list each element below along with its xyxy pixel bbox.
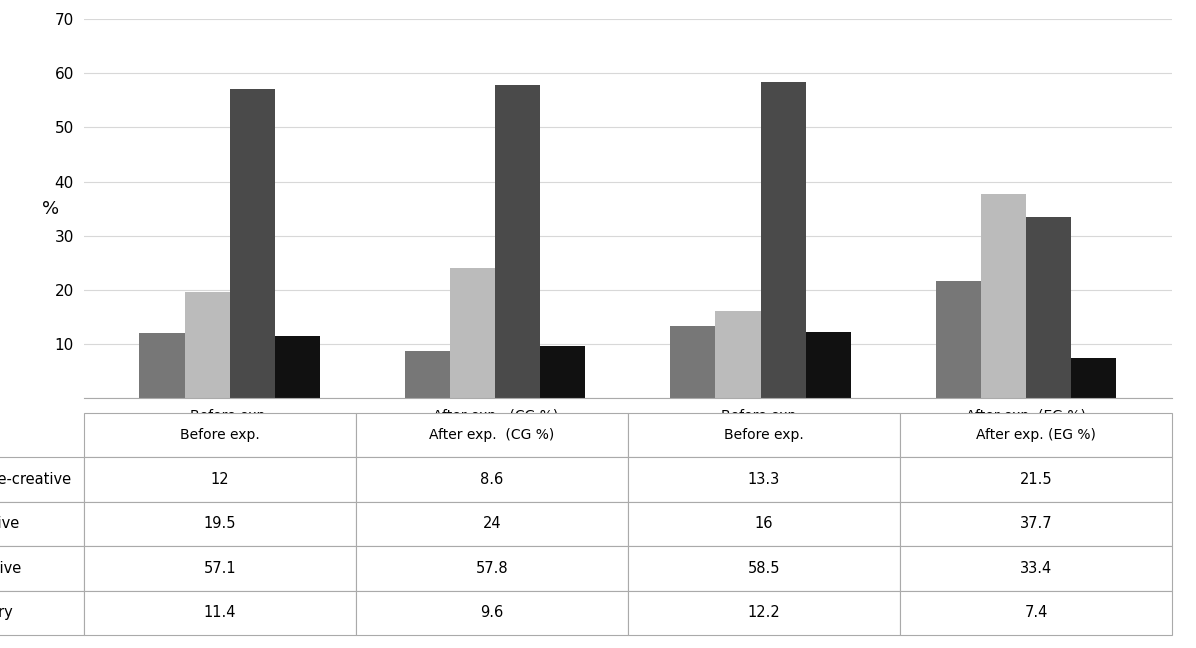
Bar [761, 82, 806, 398]
Bar [184, 292, 230, 398]
Bar [671, 326, 715, 398]
Bar [495, 86, 541, 398]
Bar [450, 268, 495, 398]
Bar [806, 332, 850, 398]
Bar [140, 333, 184, 398]
Bar [935, 281, 981, 398]
Bar [1026, 217, 1072, 398]
Bar [541, 346, 585, 398]
Bar [405, 351, 450, 398]
Bar [981, 194, 1026, 398]
Bar [230, 89, 275, 398]
Bar [1072, 358, 1116, 398]
Bar [715, 311, 761, 398]
Bar [275, 336, 321, 398]
Y-axis label: %: % [42, 200, 59, 218]
